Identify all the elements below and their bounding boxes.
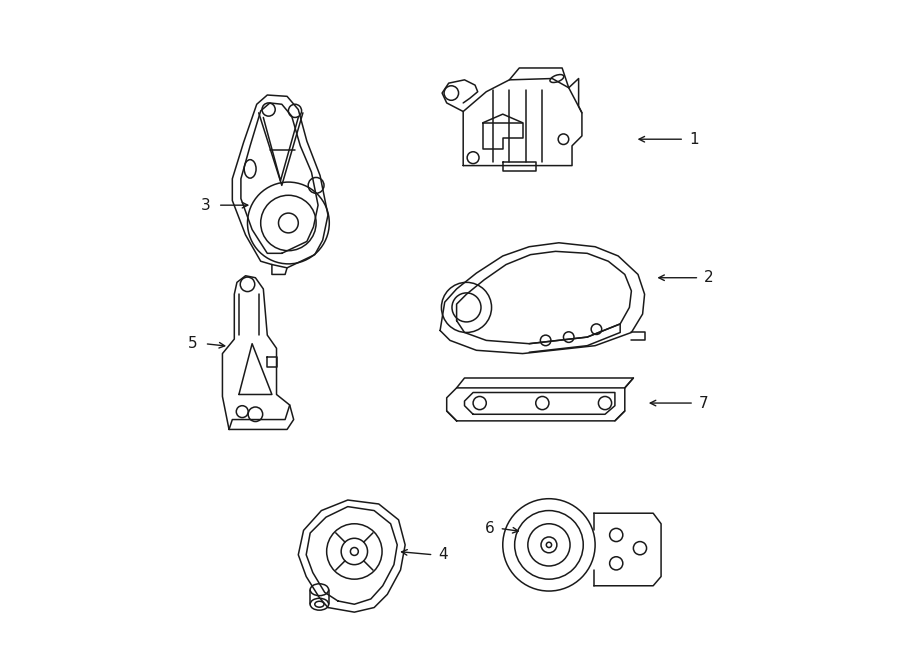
Text: 3: 3: [201, 198, 211, 213]
Text: 2: 2: [704, 270, 714, 286]
Text: 4: 4: [438, 547, 448, 563]
Text: 6: 6: [485, 521, 494, 536]
Text: 1: 1: [689, 132, 699, 147]
Text: 5: 5: [188, 336, 198, 351]
Text: 7: 7: [699, 395, 709, 410]
